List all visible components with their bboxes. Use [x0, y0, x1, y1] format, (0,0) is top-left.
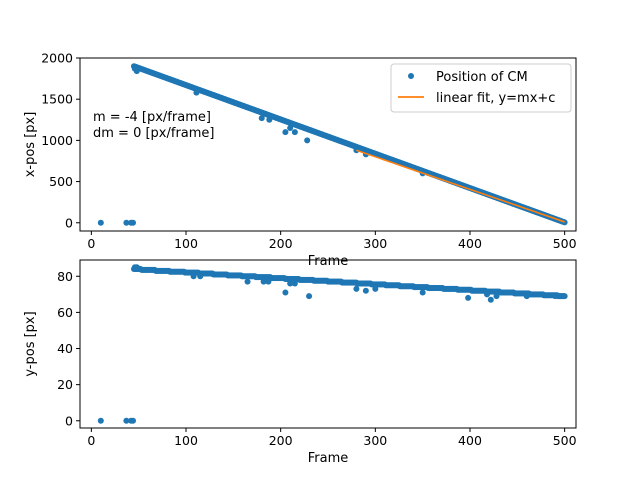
top-data-point [97, 219, 104, 226]
bottom-xtick-label: 400 [458, 433, 482, 448]
bottom-data-point [123, 417, 130, 424]
top-ytick-label: 500 [49, 174, 73, 189]
bottom-ytick-label: 20 [57, 377, 73, 392]
top-data-point [287, 125, 294, 132]
bottom-data-point [282, 289, 289, 296]
top-data-point [258, 115, 265, 122]
bottom-data-point [523, 293, 530, 300]
bottom-xtick-label: 300 [363, 433, 387, 448]
bottom-data-point [133, 264, 140, 271]
top-data-point [291, 129, 298, 136]
top-ytick-label: 2000 [41, 51, 73, 66]
bottom-data-point [244, 278, 251, 285]
top-xtick-label: 100 [174, 236, 198, 251]
bottom-data-point [291, 280, 298, 287]
top-xtick-label: 500 [553, 236, 577, 251]
legend-label: Position of CM [436, 70, 528, 85]
bottom-xtick-label: 500 [553, 433, 577, 448]
top-data-point [193, 89, 200, 96]
bottom-data-point [465, 294, 472, 301]
bottom-data-point [484, 291, 491, 298]
top-data-point [304, 137, 311, 144]
top-xaxis-label: Frame [308, 254, 349, 269]
top-data-point [133, 68, 140, 75]
bottom-data-point [190, 273, 197, 280]
top-ytick-label: 0 [65, 215, 73, 230]
bottom-data-point [130, 417, 137, 424]
bottom-ytick-label: 80 [57, 269, 73, 284]
slope-annotation: m = -4 [px/frame] [93, 110, 211, 125]
legend-marker-points [408, 73, 414, 79]
bottom-axes-frame [79, 259, 577, 429]
bottom-ytick-label: 40 [57, 341, 73, 356]
top-yaxis-label: x-pos [px] [23, 112, 38, 178]
top-data-point [130, 219, 137, 226]
bottom-data-point [287, 280, 294, 287]
bottom-data-point [306, 293, 313, 300]
bottom-data-point [556, 293, 563, 300]
bottom-xtick-label: 100 [174, 433, 198, 448]
top-xtick-label: 0 [87, 236, 95, 251]
bottom-data-point [493, 293, 500, 300]
top-xtick-label: 400 [458, 236, 482, 251]
top-xtick-label: 300 [363, 236, 387, 251]
bottom-data-point [552, 293, 559, 300]
top-axes-frame [79, 57, 577, 232]
slope-annotation: dm = 0 [px/frame] [93, 126, 215, 141]
legend-box [390, 63, 572, 113]
legend-label: linear fit, y=mx+c [436, 91, 555, 106]
top-ytick-label: 1500 [41, 92, 73, 107]
bottom-ytick-label: 60 [57, 305, 73, 320]
bottom-data-point [561, 293, 568, 300]
bottom-data-point [197, 273, 204, 280]
bottom-data-point [487, 296, 494, 303]
bottom-xtick-label: 200 [269, 433, 293, 448]
top-ytick-label: 1000 [41, 133, 73, 148]
bottom-data-point [362, 287, 369, 294]
bottom-data-point [353, 285, 360, 292]
top-data-point [266, 116, 273, 123]
bottom-yaxis-label: y-pos [px] [23, 311, 38, 376]
top-data-point [282, 129, 289, 136]
bottom-data-point [260, 278, 267, 285]
bottom-data-point [419, 289, 426, 296]
top-xtick-label: 200 [269, 236, 293, 251]
bottom-xtick-label: 0 [87, 433, 95, 448]
bottom-ytick-label: 0 [65, 413, 73, 428]
top-data-point [123, 219, 130, 226]
top-fit-line [356, 149, 565, 223]
bottom-data-point [265, 278, 272, 285]
bottom-data-point [372, 285, 379, 292]
top-data-point [561, 219, 568, 226]
bottom-xaxis-label: Frame [308, 451, 349, 466]
bottom-data-point [97, 417, 104, 424]
